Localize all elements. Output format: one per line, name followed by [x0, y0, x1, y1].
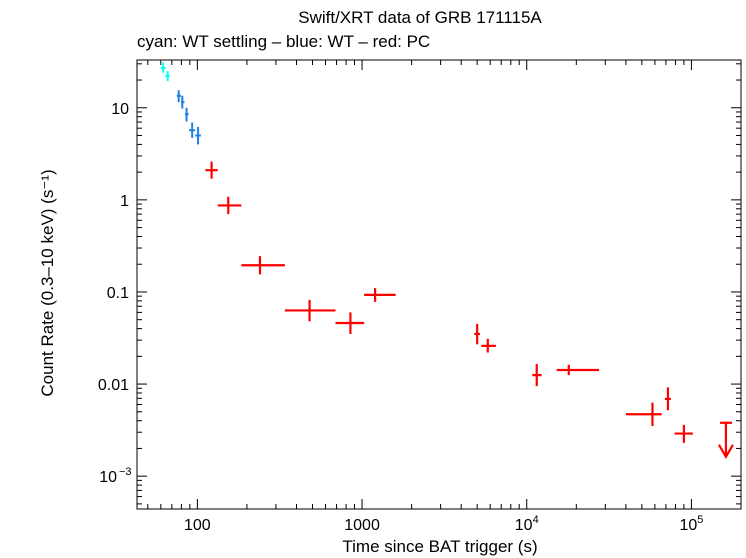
- y-axis-label: Count Rate (0.3–10 keV) (s⁻¹): [38, 169, 57, 396]
- chart-title: Swift/XRT data of GRB 171115A: [298, 8, 542, 27]
- data-point: [364, 288, 396, 302]
- x-tick-label: 1000: [344, 517, 380, 534]
- y-tick-label: 0.1: [107, 285, 129, 302]
- data-point: [474, 323, 480, 345]
- y-tick-label: 0.01: [98, 377, 129, 394]
- data-point: [674, 424, 693, 443]
- x-tick-label: 100: [184, 517, 211, 534]
- plot-frame: [136, 59, 742, 510]
- data-point: [184, 107, 189, 122]
- data-point: [625, 402, 662, 427]
- data-point: [195, 126, 201, 145]
- y-tick-label: 1: [120, 193, 129, 210]
- data-point: [189, 122, 196, 138]
- y-tick-label-exponent: −3: [119, 466, 132, 478]
- data-point: [241, 256, 285, 275]
- y-tick-label: 10: [111, 101, 129, 118]
- data-point: [205, 161, 218, 179]
- chart-subtitle: cyan: WT settling – blue: WT – red: PC: [137, 32, 430, 51]
- data-point: [217, 196, 242, 215]
- data-point: [284, 299, 336, 322]
- x-axis-label: Time since BAT trigger (s): [342, 537, 537, 556]
- x-tick-label: 104: [515, 514, 539, 534]
- data-point: [532, 364, 542, 387]
- data-point: [664, 387, 671, 411]
- data-point: [335, 312, 365, 334]
- data-point: [176, 90, 181, 103]
- data-point: [556, 364, 600, 376]
- data-point: [165, 71, 170, 82]
- axis-ticks: [137, 60, 742, 509]
- data-point: [481, 338, 496, 353]
- upper-limit-head: [717, 444, 734, 459]
- data-point: [180, 95, 185, 109]
- upper-limit-arrow: [717, 421, 734, 459]
- x-tick-label: 105: [679, 514, 703, 534]
- y-tick-label: 10: [99, 469, 117, 486]
- x-tick-labels: 100 1000 104 105: [184, 514, 703, 534]
- data-marks: [160, 62, 734, 459]
- data-point: [160, 62, 166, 73]
